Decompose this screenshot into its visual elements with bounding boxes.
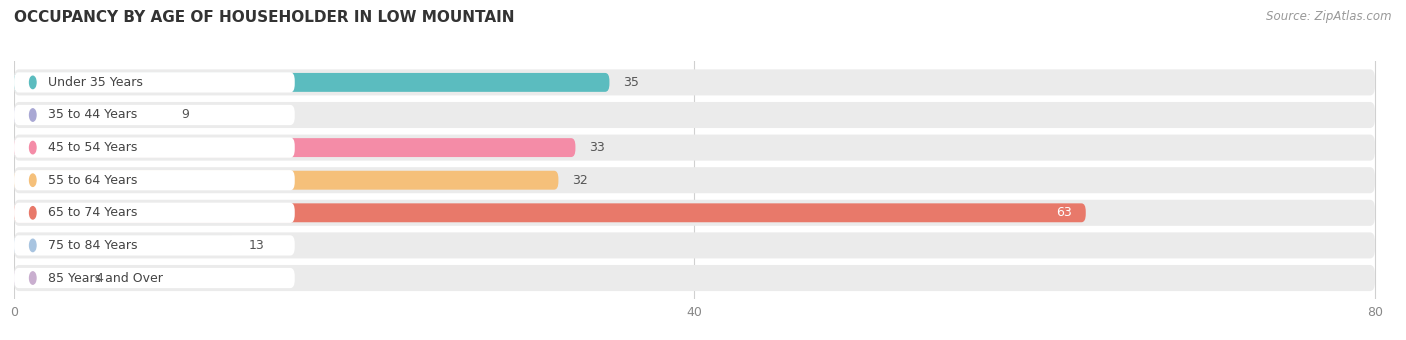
FancyBboxPatch shape (14, 138, 575, 157)
FancyBboxPatch shape (14, 135, 1375, 160)
FancyBboxPatch shape (14, 200, 1375, 226)
Circle shape (30, 272, 37, 284)
Circle shape (30, 76, 37, 89)
Text: Source: ZipAtlas.com: Source: ZipAtlas.com (1267, 10, 1392, 23)
FancyBboxPatch shape (14, 73, 609, 92)
FancyBboxPatch shape (14, 105, 295, 125)
FancyBboxPatch shape (14, 268, 295, 288)
FancyBboxPatch shape (14, 232, 1375, 258)
Text: 63: 63 (1056, 206, 1073, 219)
FancyBboxPatch shape (14, 269, 82, 287)
FancyBboxPatch shape (14, 102, 1375, 128)
FancyBboxPatch shape (14, 137, 295, 158)
Text: 4: 4 (96, 272, 104, 285)
Circle shape (30, 239, 37, 252)
FancyBboxPatch shape (14, 236, 235, 255)
Circle shape (30, 207, 37, 219)
Text: 13: 13 (249, 239, 264, 252)
Text: 75 to 84 Years: 75 to 84 Years (48, 239, 138, 252)
FancyBboxPatch shape (14, 203, 295, 223)
FancyBboxPatch shape (14, 167, 1375, 193)
Text: 55 to 64 Years: 55 to 64 Years (48, 174, 138, 187)
FancyBboxPatch shape (14, 265, 1375, 291)
Circle shape (30, 141, 37, 154)
Text: OCCUPANCY BY AGE OF HOUSEHOLDER IN LOW MOUNTAIN: OCCUPANCY BY AGE OF HOUSEHOLDER IN LOW M… (14, 10, 515, 25)
Text: 35 to 44 Years: 35 to 44 Years (48, 108, 138, 121)
FancyBboxPatch shape (14, 171, 558, 190)
Circle shape (30, 174, 37, 186)
FancyBboxPatch shape (14, 170, 295, 190)
Text: 9: 9 (181, 108, 188, 121)
Text: 65 to 74 Years: 65 to 74 Years (48, 206, 138, 219)
Text: 35: 35 (623, 76, 638, 89)
Text: 45 to 54 Years: 45 to 54 Years (48, 141, 138, 154)
Text: Under 35 Years: Under 35 Years (48, 76, 143, 89)
Circle shape (30, 109, 37, 121)
FancyBboxPatch shape (14, 69, 1375, 96)
FancyBboxPatch shape (14, 72, 295, 92)
FancyBboxPatch shape (14, 235, 295, 256)
Text: 85 Years and Over: 85 Years and Over (48, 272, 163, 285)
Text: 32: 32 (572, 174, 588, 187)
FancyBboxPatch shape (14, 203, 1085, 222)
Text: 33: 33 (589, 141, 605, 154)
FancyBboxPatch shape (14, 105, 167, 124)
